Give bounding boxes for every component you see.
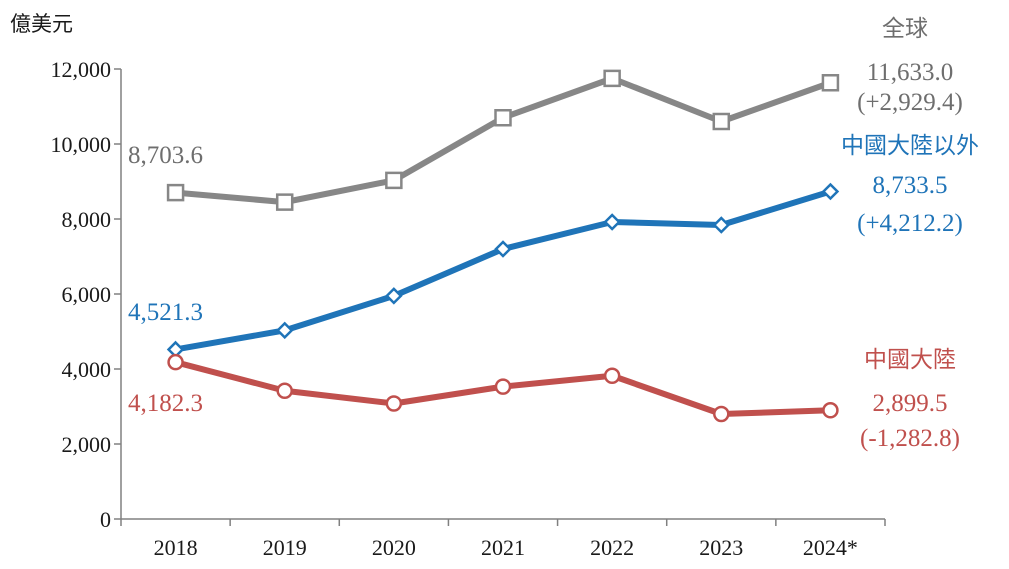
y-tick-label: 12,000 [51, 57, 112, 82]
series-line-outside-china [172, 188, 834, 353]
data-point-outside-china [494, 240, 512, 258]
y-tick-label: 0 [100, 507, 111, 532]
data-point-outside-china [712, 216, 731, 234]
end-label-global: 11,633.0 [867, 59, 954, 86]
start-label-outside-china: 4,521.3 [128, 299, 203, 326]
x-tick-label: 2019 [263, 535, 307, 560]
data-point-china [494, 378, 512, 395]
series-markers [166, 69, 840, 423]
tick-labels: 0 2,000 4,000 6,000 8,000 10,000 12,000 2018 201… [51, 57, 858, 560]
series-name-outside-china: 中國大陸以外 [841, 133, 979, 159]
data-point-global [603, 69, 621, 88]
x-tick-label: 2023 [699, 535, 743, 560]
series-line-global [172, 75, 834, 206]
y-tick-label: 10,000 [51, 132, 112, 157]
end-label-outside-china: 8,733.5 [873, 172, 948, 199]
data-point-outside-china [385, 287, 403, 305]
y-axis-unit-label: 億美元 [10, 12, 73, 36]
data-point-outside-china [821, 182, 840, 201]
change-label-china: (-1,282.8) [860, 425, 960, 452]
x-tick-label: 2020 [372, 535, 416, 560]
data-point-outside-china [603, 213, 621, 231]
change-label-global: (+2,929.4) [857, 89, 963, 116]
axes [114, 68, 886, 526]
data-point-china [713, 405, 730, 423]
x-tick-label: 2022 [590, 535, 634, 560]
data-point-global [166, 183, 185, 202]
data-point-global [385, 171, 403, 190]
data-point-china [385, 395, 403, 412]
start-label-global: 8,703.6 [128, 142, 203, 169]
x-tick-label: 2021 [481, 535, 525, 560]
data-point-china [822, 402, 839, 419]
start-label-china: 4,182.3 [128, 390, 203, 417]
data-point-outside-china [275, 321, 294, 340]
x-tick-label: 2018 [154, 535, 198, 560]
y-tick-label: 2,000 [62, 432, 112, 457]
series-name-global: 全球 [882, 16, 928, 42]
data-point-global [821, 74, 840, 92]
data-point-global [712, 112, 731, 131]
data-point-global [494, 109, 512, 127]
series-name-china: 中國大陸 [864, 347, 956, 373]
data-point-china [603, 367, 621, 384]
y-tick-label: 4,000 [62, 357, 112, 382]
end-label-china: 2,899.5 [873, 390, 948, 417]
data-point-china [167, 353, 184, 371]
data-point-global [275, 193, 294, 211]
data-point-china [276, 382, 293, 399]
y-tick-label: 8,000 [62, 207, 112, 232]
x-tick-label: 2024* [803, 535, 858, 560]
change-label-outside-china: (+4,212.2) [857, 210, 963, 237]
y-tick-label: 6,000 [62, 282, 112, 307]
